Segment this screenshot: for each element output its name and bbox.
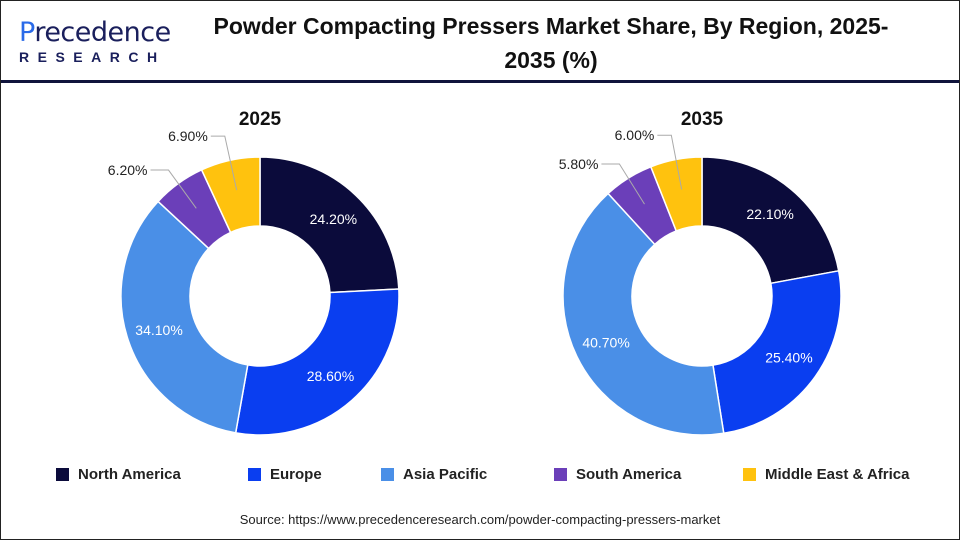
legend-label: Asia Pacific: [403, 466, 488, 483]
legend-item: Middle East & Africa: [743, 466, 909, 483]
slice-asia-pacific: [120, 200, 249, 434]
legend: North America Europe Asia Pacific South Ame…: [1, 466, 959, 486]
source-note: Source: https://www.precedenceresearch.c…: [239, 512, 721, 527]
logo-initial: P: [19, 17, 35, 48]
leader-line: [601, 163, 645, 205]
legend-swatch: [248, 468, 261, 481]
slice-north-america: [701, 156, 840, 285]
data-label: 28.60%: [307, 368, 354, 384]
data-label: 40.70%: [582, 334, 629, 350]
donut-title-2035: 2035: [681, 109, 724, 130]
legend-label: South America: [576, 466, 682, 483]
legend-swatch: [381, 468, 394, 481]
data-label: 6.90%: [168, 128, 208, 144]
donut-title-2025: 2025: [239, 109, 282, 130]
legend-label: North America: [78, 466, 181, 483]
logo-text: recedence: [34, 17, 171, 48]
data-label: 25.40%: [765, 350, 812, 366]
logo-subtext: RESEARCH: [19, 49, 166, 65]
slice-europe: [234, 288, 400, 436]
slice-north-america: [259, 156, 400, 294]
leader-line: [150, 169, 197, 209]
legend-label: Europe: [270, 466, 322, 483]
data-label: 34.10%: [135, 322, 182, 338]
data-label: 6.20%: [108, 162, 148, 178]
slice-europe: [712, 269, 842, 435]
logo: Precedence RESEARCH: [19, 17, 171, 66]
legend-label: Middle East & Africa: [765, 466, 910, 483]
legend-item: North America: [56, 466, 181, 483]
chart-title: Powder Compacting Pressers Market Share,…: [213, 13, 889, 73]
slice-middle-east-africa: [200, 156, 261, 234]
data-label: 5.80%: [559, 156, 599, 172]
leader-line: [657, 134, 683, 190]
legend-swatch: [56, 468, 69, 481]
legend-item: Asia Pacific: [381, 466, 487, 483]
header-divider: [1, 80, 959, 83]
data-label: 6.00%: [615, 127, 655, 143]
legend-item: Europe: [248, 466, 322, 483]
slice-middle-east-africa: [649, 156, 703, 232]
leader-line: [210, 135, 238, 191]
data-label: 24.20%: [310, 211, 357, 227]
legend-swatch: [554, 468, 567, 481]
legend-item: South America: [554, 466, 681, 483]
legend-swatch: [743, 468, 756, 481]
data-label: 22.10%: [746, 206, 793, 222]
slice-asia-pacific: [562, 192, 725, 436]
